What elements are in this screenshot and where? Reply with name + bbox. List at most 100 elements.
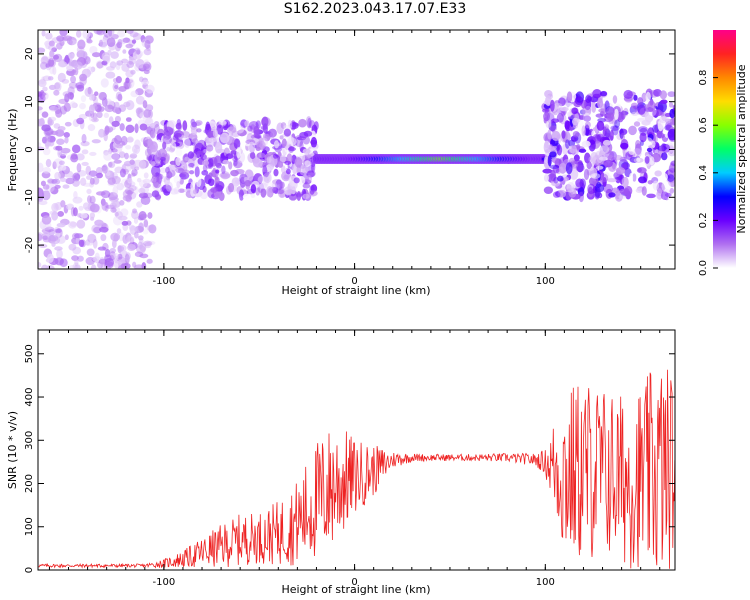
heatmap-cell <box>285 168 291 175</box>
heatmap-cell <box>587 183 595 195</box>
heatmap-cell <box>54 184 61 189</box>
heatmap-cell <box>53 123 61 129</box>
heatmap-cell <box>68 264 79 269</box>
heatmap-cell <box>608 192 616 198</box>
heatmap-cell <box>215 169 220 174</box>
heatmap-cell <box>623 89 633 100</box>
heatmap-cell <box>551 130 561 142</box>
heatmap-cell <box>669 102 674 108</box>
heatmap-cell <box>60 200 66 208</box>
heatmap-cell <box>591 101 597 113</box>
colorbar-tick-label: 0.6 <box>698 117 709 133</box>
heatmap-cell <box>132 32 142 41</box>
heatmap-cell <box>73 174 81 181</box>
heatmap-cell <box>39 117 45 127</box>
heatmap-cell <box>61 79 70 84</box>
heatmap-cell <box>54 171 61 181</box>
heatmap-cell <box>647 180 653 185</box>
heatmap-cell <box>151 172 157 180</box>
heatmap-cell <box>126 136 134 143</box>
heatmap-cell <box>38 146 45 151</box>
heatmap-cell <box>614 119 621 128</box>
heatmap-cell <box>545 120 552 129</box>
heatmap-cell <box>100 234 107 242</box>
heatmap-cell <box>612 95 618 104</box>
heatmap-cell <box>56 35 65 42</box>
heatmap-cell <box>613 154 623 161</box>
heatmap-cell <box>152 177 157 183</box>
heatmap-cell <box>221 165 226 175</box>
heatmap-cell <box>135 58 145 69</box>
heatmap-cell <box>128 185 137 192</box>
heatmap-cell <box>42 75 52 82</box>
heatmap-cell <box>258 152 266 159</box>
heatmap-cell <box>86 248 95 257</box>
heatmap-cell <box>136 201 143 208</box>
heatmap-cell <box>42 86 48 92</box>
heatmap-cell <box>97 91 106 101</box>
heatmap-cell <box>87 233 97 244</box>
heatmap-cell <box>636 167 647 174</box>
heatmap-cell <box>134 123 139 134</box>
heatmap-cell <box>302 148 311 154</box>
heatmap-cell <box>65 177 75 185</box>
heatmap-cell <box>298 118 307 128</box>
heatmap-cell <box>175 147 183 157</box>
heatmap-cell <box>552 102 563 110</box>
heatmap-cell <box>114 211 119 217</box>
heatmap-cell <box>94 104 102 113</box>
heatmap-cell <box>669 187 675 194</box>
heatmap-cell <box>47 178 58 184</box>
heatmap-cell <box>123 101 131 107</box>
heatmap-cell <box>80 141 90 147</box>
heatmap-cell <box>605 106 615 119</box>
heatmap-cell <box>587 95 592 103</box>
heatmap-cell <box>119 123 125 131</box>
heatmap-cell <box>48 234 59 242</box>
heatmap-cell <box>111 176 121 185</box>
heatmap-cell <box>86 188 92 195</box>
heatmap-cell <box>116 182 125 191</box>
heatmap-cell <box>578 191 584 203</box>
heatmap-cell <box>147 212 153 219</box>
heatmap-cell <box>66 65 74 72</box>
heatmap-cell <box>599 145 610 154</box>
heatmap-cell <box>91 52 101 58</box>
heatmap-cell <box>118 151 126 159</box>
heatmap-cell <box>621 176 629 188</box>
heatmap-cell <box>125 144 132 150</box>
heatmap-cell <box>633 121 641 127</box>
heatmap-cell <box>568 145 577 154</box>
heatmap-cell <box>187 151 195 159</box>
heatmap-cell <box>51 202 59 212</box>
heatmap-cell <box>238 189 245 201</box>
heatmap-cell <box>183 137 191 148</box>
heatmap-cell <box>652 124 659 133</box>
heatmap-cell <box>110 232 121 242</box>
heatmap-cell <box>59 177 67 182</box>
heatmap-cell <box>571 107 579 115</box>
heatmap-cell <box>47 117 53 126</box>
y-tick-label: 0 <box>24 567 35 573</box>
heatmap-cell <box>117 245 122 254</box>
spectrogram-ylabel: Frequency (Hz) <box>6 109 19 192</box>
snr-axes: -100 0 100 0 100 200 300 400 500 <box>24 330 675 588</box>
heatmap-cell <box>257 175 268 184</box>
heatmap-cell <box>296 191 301 201</box>
heatmap-cell <box>117 215 128 221</box>
heatmap-cell <box>144 39 151 50</box>
heatmap-cell <box>191 136 196 143</box>
y-tick-label: -10 <box>24 189 35 205</box>
heatmap-cell <box>157 173 163 185</box>
heatmap-cell <box>543 111 550 122</box>
heatmap-cell <box>279 135 284 140</box>
heatmap-cell <box>125 117 132 122</box>
snr-series-line <box>38 369 675 569</box>
heatmap-cell <box>227 126 237 134</box>
heatmap-cell <box>159 167 167 174</box>
heatmap-cell <box>139 76 144 83</box>
heatmap-cell <box>551 181 558 187</box>
heatmap-cell <box>587 186 594 198</box>
heatmap-cell <box>96 30 105 36</box>
